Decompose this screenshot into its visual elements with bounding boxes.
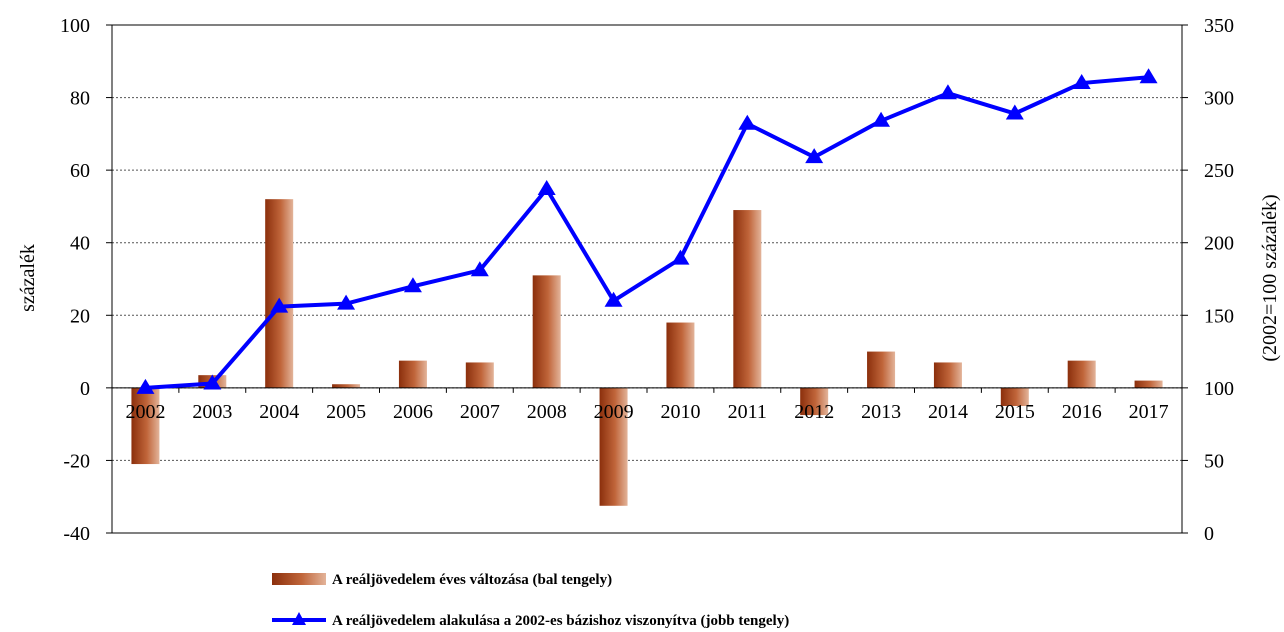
left-tick-label: 20 <box>70 305 90 327</box>
line-point <box>671 249 690 265</box>
x-tick-label: 2014 <box>928 401 968 423</box>
x-tick-label: 2005 <box>326 401 366 423</box>
series-line <box>145 75 1149 390</box>
bar <box>733 210 762 388</box>
x-tick-label: 2004 <box>259 401 299 423</box>
bar <box>666 322 695 388</box>
x-tick-label: 2006 <box>393 401 433 423</box>
x-tick-label: 2008 <box>527 401 567 423</box>
left-tick-label: 80 <box>70 88 90 110</box>
bar <box>1000 387 1029 406</box>
x-tick-label: 2015 <box>995 401 1035 423</box>
right-tick-label: 250 <box>1204 160 1234 182</box>
line-point <box>604 291 623 307</box>
x-tick-label: 2017 <box>1129 401 1169 423</box>
bar <box>131 387 160 465</box>
bar <box>532 275 561 388</box>
bar <box>398 360 427 388</box>
legend-bar-label: A reáljövedelem éves változása (bal teng… <box>332 572 612 588</box>
left-tick-label: 0 <box>80 378 90 400</box>
right-tick-label: 350 <box>1204 15 1234 37</box>
x-tick-label: 2013 <box>861 401 901 423</box>
right-axis-title: (2002=100 százalék) <box>1259 194 1281 361</box>
line-point <box>1072 74 1091 90</box>
line-point <box>872 111 891 127</box>
line-point <box>537 180 556 196</box>
x-tick-label: 2007 <box>460 401 500 423</box>
line-point <box>805 148 824 164</box>
right-tick-label: 50 <box>1204 450 1224 472</box>
bar-series <box>131 199 1163 506</box>
left-tick-label: -40 <box>63 523 90 545</box>
legend: A reáljövedelem éves változása (bal teng… <box>272 572 789 629</box>
line-point <box>1139 68 1158 84</box>
line-point <box>270 297 289 313</box>
right-tick-label: 100 <box>1204 378 1234 400</box>
line-point <box>136 378 155 394</box>
bar <box>599 387 628 506</box>
left-axis-title: százalék <box>17 244 39 312</box>
line-point <box>337 294 356 310</box>
x-tick-label: 2012 <box>794 401 834 423</box>
x-tick-label: 2003 <box>192 401 232 423</box>
left-tick-label: -20 <box>63 450 90 472</box>
bar <box>1134 380 1163 388</box>
left-tick-label: 100 <box>60 15 90 37</box>
x-tick-labels: 2002 2003 2004 2005 2006 2007 2008 2009 2010 2011… <box>125 401 1168 423</box>
line-point <box>203 374 222 390</box>
bar <box>332 384 361 388</box>
plot-frame <box>111 24 1183 534</box>
legend-bar-swatch <box>272 573 326 585</box>
right-tick-label: 300 <box>1204 88 1234 110</box>
left-tick-label: 60 <box>70 160 90 182</box>
axes <box>106 24 1188 534</box>
left-tick-labels: -40 -20 0 20 40 60 80 100 <box>60 15 90 545</box>
line-point <box>738 114 757 130</box>
legend-line-label: A reáljövedelem alakulása a 2002-es bázi… <box>332 613 789 629</box>
right-tick-label: 0 <box>1204 523 1214 545</box>
x-tick-label: 2016 <box>1062 401 1102 423</box>
left-tick-label: 40 <box>70 233 90 255</box>
legend-line-marker <box>292 612 306 625</box>
line-point <box>403 277 422 293</box>
bar <box>800 387 829 416</box>
right-tick-label: 150 <box>1204 305 1234 327</box>
x-tick-label: 2002 <box>125 401 165 423</box>
bar <box>265 199 294 388</box>
line-series <box>136 68 1158 394</box>
right-tick-labels: 0 50 100 150 200 250 300 350 <box>1204 15 1234 545</box>
line-point <box>1005 104 1024 120</box>
bar <box>867 351 896 388</box>
bar <box>465 362 494 388</box>
line-point <box>470 261 489 277</box>
line-point <box>938 84 957 100</box>
bar <box>933 362 962 388</box>
x-tick-label: 2011 <box>728 401 767 423</box>
right-tick-label: 200 <box>1204 233 1234 255</box>
bar <box>1067 360 1096 388</box>
x-tick-label: 2009 <box>594 401 634 423</box>
x-tick-label: 2010 <box>660 401 700 423</box>
